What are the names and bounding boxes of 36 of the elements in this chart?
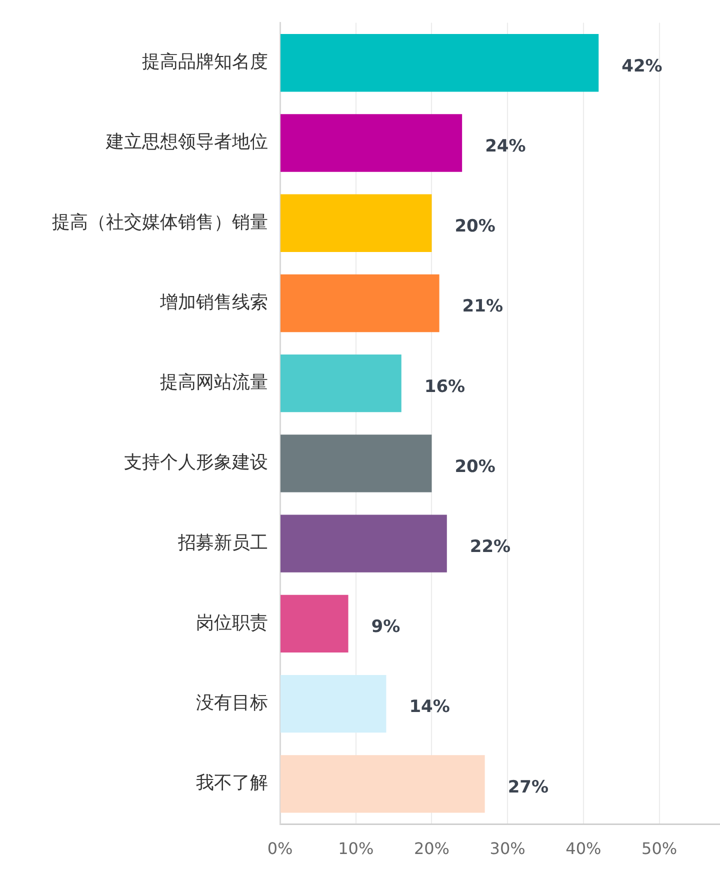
data-label: 24% [485,136,526,156]
y-tick-label: 提高品牌知名度 [142,52,268,73]
data-label: 9% [371,617,400,638]
data-label: 16% [424,376,466,397]
y-tick-label: 我不了解 [196,772,268,794]
bar [280,34,599,92]
y-tick-label: 支持个人形象建设 [124,452,268,474]
data-label: 27% [508,777,549,798]
data-label: 14% [409,697,450,718]
y-tick-label: 岗位职责 [196,612,268,634]
y-tick-label: 提高（社交媒体销售）销量 [52,212,268,233]
bar [280,354,402,412]
y-tick-label: 提高网站流量 [160,372,268,394]
bar [280,434,432,492]
bar [280,274,440,332]
y-tick-label: 没有目标 [196,692,268,714]
y-tick-label: 增加销售线索 [159,292,268,313]
bar [280,514,447,572]
x-tick-label: 50% [642,838,678,858]
x-tick-label: 40% [566,838,602,858]
bar [280,114,462,172]
y-tick-label: 建立思想领导者地位 [105,132,268,153]
data-label: 20% [454,456,496,477]
bar [280,755,485,813]
bar [280,674,386,733]
data-label: 22% [470,537,511,557]
bar [280,594,348,653]
data-label: 42% [622,56,662,76]
data-label: 20% [454,216,496,237]
x-tick-label: 30% [490,838,526,858]
x-tick-label: 10% [338,838,374,858]
y-tick-label: 招募新员工 [177,532,268,554]
x-tick-label: 20% [414,838,450,858]
bar [280,194,432,252]
x-tick-label: 0% [267,838,293,858]
data-label: 21% [462,296,504,317]
